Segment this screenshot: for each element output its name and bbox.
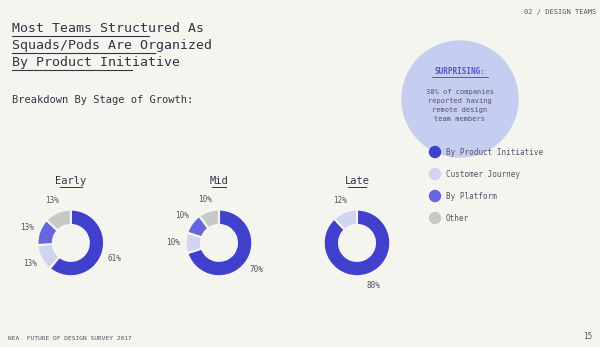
Circle shape	[430, 191, 440, 202]
Text: By Product Initiative: By Product Initiative	[12, 56, 180, 69]
Text: 10%: 10%	[175, 211, 189, 220]
Text: Most Teams Structured As: Most Teams Structured As	[12, 22, 204, 35]
Wedge shape	[187, 216, 208, 237]
Text: Other: Other	[446, 213, 469, 222]
Text: Squads/Pods Are Organized: Squads/Pods Are Organized	[12, 39, 212, 52]
Wedge shape	[323, 210, 391, 276]
Text: Customer Journey: Customer Journey	[446, 169, 520, 178]
Text: 70%: 70%	[249, 265, 263, 274]
Wedge shape	[38, 244, 59, 269]
Text: Late: Late	[344, 176, 370, 186]
Wedge shape	[37, 220, 58, 245]
Text: By Product Initiative: By Product Initiative	[446, 147, 543, 156]
Text: NEA  FUTURE OF DESIGN SURVEY 2017: NEA FUTURE OF DESIGN SURVEY 2017	[8, 336, 132, 341]
Text: 10%: 10%	[198, 195, 212, 204]
Text: 88%: 88%	[367, 281, 381, 290]
Wedge shape	[50, 210, 104, 276]
Text: 10%: 10%	[166, 238, 180, 247]
Text: 13%: 13%	[20, 223, 34, 232]
Circle shape	[402, 41, 518, 157]
Text: By Platform: By Platform	[446, 192, 497, 201]
Circle shape	[430, 169, 440, 179]
Text: 02 / DESIGN TEAMS: 02 / DESIGN TEAMS	[524, 9, 596, 15]
Text: Early: Early	[55, 176, 86, 186]
Wedge shape	[47, 210, 71, 231]
Text: 15: 15	[583, 332, 592, 341]
Circle shape	[430, 146, 440, 158]
Wedge shape	[334, 210, 357, 230]
Text: 12%: 12%	[333, 196, 347, 205]
Circle shape	[430, 212, 440, 223]
Text: Breakdown By Stage of Growth:: Breakdown By Stage of Growth:	[12, 95, 193, 105]
Text: Mid: Mid	[209, 176, 229, 186]
Text: 13%: 13%	[46, 196, 59, 205]
Text: 13%: 13%	[23, 259, 37, 268]
Text: SURPRISING:: SURPRISING:	[434, 67, 485, 76]
Text: 61%: 61%	[107, 254, 121, 263]
Wedge shape	[187, 210, 253, 276]
Wedge shape	[199, 210, 219, 228]
Text: 38% of companies
reported having
remote design
team members: 38% of companies reported having remote …	[426, 89, 494, 122]
Wedge shape	[185, 232, 202, 253]
